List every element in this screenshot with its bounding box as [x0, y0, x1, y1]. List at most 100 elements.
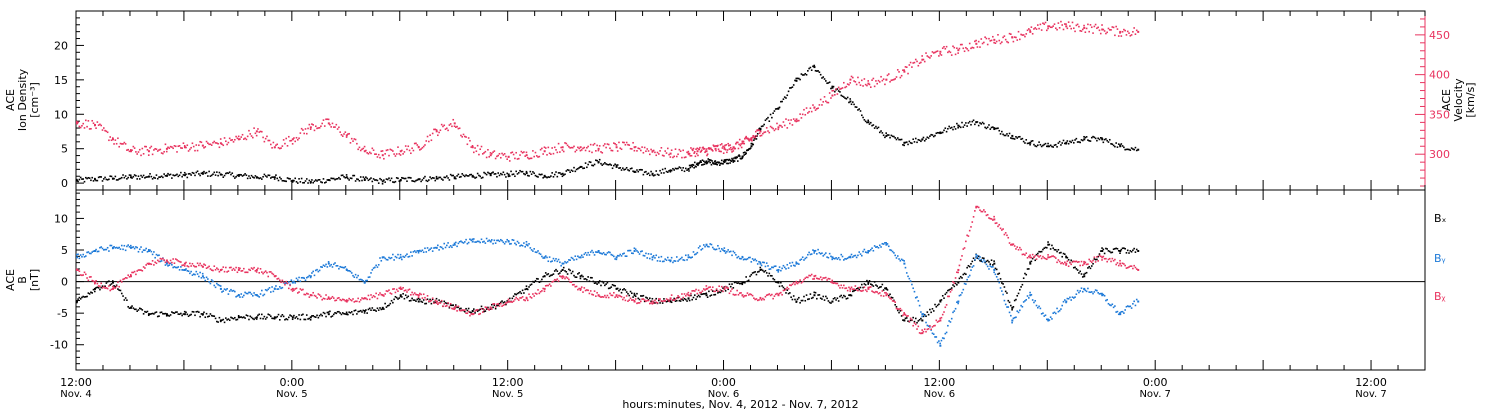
by-point	[199, 271, 201, 274]
bx-point	[1024, 272, 1026, 275]
ion-density-point	[922, 136, 925, 139]
bx-point	[326, 311, 329, 314]
bz-point	[1006, 234, 1008, 237]
ion-density-point	[702, 163, 704, 166]
bz-point	[174, 258, 177, 260]
velocity-point	[266, 135, 268, 138]
bz-point	[744, 295, 746, 297]
by-point	[948, 320, 950, 322]
bz-point	[408, 288, 411, 291]
bz-point	[754, 298, 756, 301]
ion-density-point	[818, 71, 821, 74]
bz-point	[404, 289, 407, 292]
velocity-point	[1017, 30, 1020, 33]
bz-point	[457, 305, 460, 308]
by-point	[1017, 311, 1020, 314]
bz-point	[302, 288, 304, 291]
bz-point	[401, 288, 403, 290]
velocity-point	[1120, 35, 1123, 37]
by-point	[252, 294, 254, 297]
bx-point	[218, 316, 221, 319]
velocity-data-point	[525, 154, 528, 157]
velocity-point	[719, 150, 721, 153]
ion-density-point	[199, 174, 201, 177]
bz-point	[349, 298, 352, 301]
by-point	[336, 264, 339, 267]
ion-density-point	[348, 179, 350, 181]
bx-point	[186, 313, 189, 316]
velocity-point	[912, 62, 914, 64]
bx-point	[147, 314, 150, 317]
bx-point	[826, 297, 828, 300]
ion-density-point	[629, 167, 632, 170]
by-data-point	[705, 243, 708, 246]
bx-point	[505, 303, 507, 306]
velocity-point	[305, 132, 308, 135]
ion-density-point	[268, 174, 271, 177]
ion-density-point	[182, 174, 185, 176]
bz-point	[239, 267, 241, 270]
bx-point	[467, 307, 470, 310]
velocity-point	[902, 69, 904, 71]
bx-point	[781, 285, 783, 287]
by-point	[380, 259, 383, 262]
velocity-point	[490, 152, 493, 155]
bz-point	[235, 266, 237, 269]
bz-point	[970, 226, 972, 228]
by-point	[588, 254, 591, 256]
by-point	[100, 246, 103, 248]
ion-density-point	[588, 161, 591, 163]
bz-point	[727, 287, 729, 289]
bx-point	[1120, 248, 1123, 251]
by-point	[1125, 305, 1128, 308]
bz-point	[437, 303, 439, 306]
bx-point	[95, 286, 97, 289]
bz-point	[550, 285, 552, 287]
ion-density-point	[145, 176, 147, 178]
ion-density-point	[619, 167, 622, 169]
bz-data-point	[723, 287, 726, 290]
bx-point	[813, 291, 816, 294]
ion-density-point	[302, 181, 304, 184]
by-point	[1028, 297, 1030, 299]
bz-point	[840, 284, 843, 287]
ion-density-point	[792, 84, 795, 86]
bz-point	[886, 293, 889, 295]
by-point	[463, 241, 466, 243]
ion-density-data-point	[993, 128, 996, 131]
bz-point	[827, 277, 830, 280]
ion-density-point	[725, 158, 728, 161]
ion-density-data-point	[345, 176, 348, 179]
bx-point	[257, 314, 259, 317]
bz-point	[1033, 256, 1035, 259]
ion-density-point	[670, 169, 673, 172]
by-point	[395, 256, 398, 259]
ion-density-point	[1040, 145, 1043, 148]
velocity-point	[705, 148, 708, 150]
velocity-point	[657, 153, 660, 155]
ion-density-point	[278, 176, 281, 179]
bz-point	[1024, 254, 1026, 256]
by-point	[894, 254, 896, 257]
ion-density-point	[728, 158, 731, 161]
velocity-point	[774, 128, 777, 130]
bz-point	[1063, 261, 1066, 264]
velocity-point	[851, 76, 854, 79]
velocity-point	[690, 154, 693, 157]
bz-point	[456, 310, 458, 312]
ion-density-data-point	[759, 128, 762, 131]
velocity-point	[981, 42, 984, 45]
bz-point	[927, 328, 930, 330]
by-point	[1115, 311, 1117, 313]
by-point	[871, 247, 873, 249]
bz-point	[338, 297, 340, 299]
ion-density-point	[701, 159, 704, 162]
ion-density-point	[221, 173, 223, 176]
by-point	[444, 246, 447, 249]
bx-point	[339, 312, 341, 314]
ion-density-point	[142, 174, 145, 177]
bx-point	[632, 296, 634, 298]
velocity-point	[1099, 32, 1102, 35]
bz-point	[816, 277, 818, 280]
bz-point	[325, 294, 327, 296]
